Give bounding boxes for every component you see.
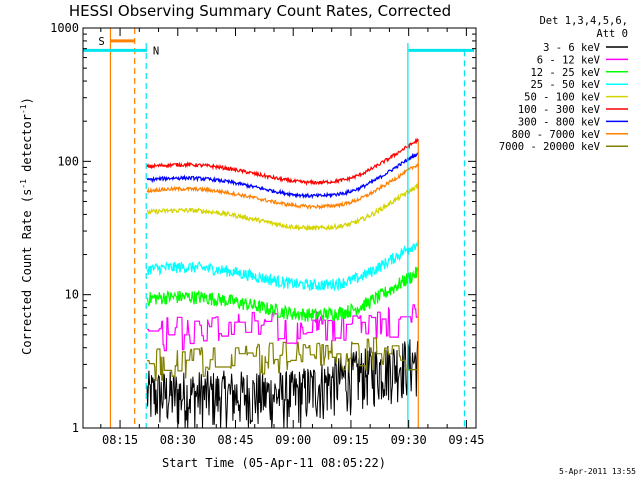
timestamp: 5-Apr-2011 13:55 xyxy=(559,467,636,476)
x-tick-label: 08:45 xyxy=(217,433,253,447)
x-tick-label: 09:00 xyxy=(275,433,311,447)
legend-label: 12 - 25 keV xyxy=(530,67,600,79)
y-axis-label-mid: detector xyxy=(20,114,34,179)
plot-frame xyxy=(82,27,477,429)
legend-header-detectors: Det 1,3,4,5,6, xyxy=(539,15,628,27)
legend-label: 800 - 7000 keV xyxy=(511,129,600,141)
series-line xyxy=(146,183,419,231)
legend-label: 50 - 100 keV xyxy=(524,92,601,104)
x-tick-label: 08:30 xyxy=(160,433,196,447)
y-tick-label: 1 xyxy=(72,421,79,435)
legend-label: 100 - 300 keV xyxy=(518,104,601,116)
series-line xyxy=(147,304,419,352)
x-tick-label: 09:30 xyxy=(391,433,427,447)
y-axis-label-main: Corrected Count Rate (s xyxy=(20,189,34,355)
legend-label: 25 - 50 keV xyxy=(530,79,600,91)
y-tick-label: 10 xyxy=(65,288,79,302)
y-axis-label-sup2: -1 xyxy=(19,104,28,114)
series-line xyxy=(147,337,419,382)
y-tick-label: 100 xyxy=(57,154,79,168)
legend-header-attenuator: Att 0 xyxy=(596,28,628,40)
y-axis-label: Corrected Count Rate (s-1 detector-1) xyxy=(19,97,34,355)
chart-title: HESSI Observing Summary Count Rates, Cor… xyxy=(69,2,451,20)
series-line xyxy=(146,239,419,292)
legend-label: 7000 - 20000 keV xyxy=(499,141,601,153)
axis-layer: 1 10 100 1000 08:15 08:30 08:45 09:00 09:15 09:30… xyxy=(50,21,484,447)
legend-label: 6 - 12 keV xyxy=(537,54,601,66)
series-line xyxy=(146,137,419,187)
x-tick-label: 09:45 xyxy=(448,433,484,447)
saa-label: S xyxy=(98,36,104,48)
y-axis-label-sup1: -1 xyxy=(19,179,28,189)
legend-label: 3 - 6 keV xyxy=(543,42,601,54)
annotation-layer: SN xyxy=(83,28,475,428)
series-line xyxy=(146,266,419,322)
y-axis-label-end: ) xyxy=(20,97,34,104)
series-line xyxy=(146,151,419,200)
series-line xyxy=(146,163,419,210)
night-label: N xyxy=(153,45,159,57)
y-tick-label: 1000 xyxy=(50,21,79,35)
x-axis-label: Start Time (05-Apr-11 08:05:22) xyxy=(162,456,386,470)
x-tick-label: 08:15 xyxy=(102,433,138,447)
x-tick-label: 09:15 xyxy=(333,433,369,447)
series-layer xyxy=(146,137,419,429)
legend-label: 300 - 800 keV xyxy=(518,116,601,128)
